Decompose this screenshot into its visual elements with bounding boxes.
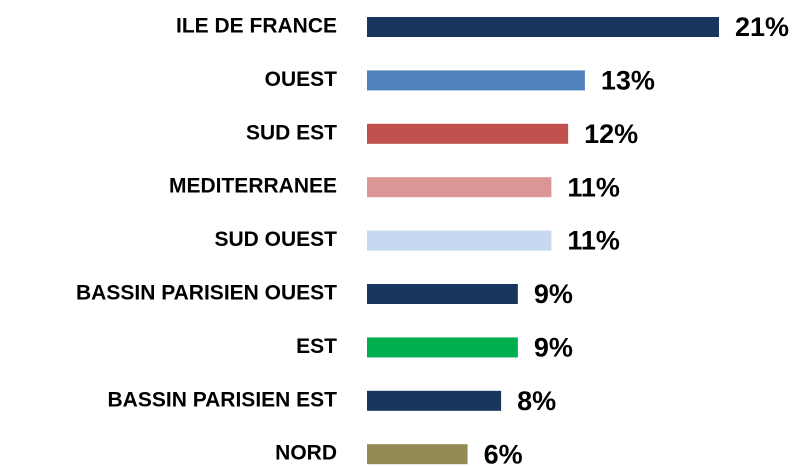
value-label: 11% [567, 226, 620, 256]
value-label: 6% [484, 439, 523, 466]
bar [367, 337, 518, 358]
category-label: BASSIN PARISIEN OUEST [76, 282, 337, 305]
category-label: EST [296, 335, 337, 358]
bar [367, 123, 569, 144]
value-label: 13% [601, 66, 655, 96]
bar [367, 70, 585, 91]
category-label: ILE DE FRANCE [176, 15, 337, 38]
value-label: 21% [735, 12, 789, 42]
category-label: BASSIN PARISIEN EST [108, 388, 338, 411]
value-label: 8% [517, 386, 556, 416]
category-label: SUD EST [246, 121, 337, 144]
bar [367, 230, 552, 251]
category-label: SUD OUEST [214, 228, 337, 251]
value-label: 12% [584, 119, 638, 149]
value-label: 11% [567, 172, 620, 202]
bar [367, 17, 719, 37]
bar [367, 390, 502, 411]
bar [367, 284, 518, 304]
category-label: OUEST [265, 68, 338, 91]
bar [367, 444, 468, 465]
value-label: 9% [534, 279, 573, 309]
bar [367, 177, 552, 198]
category-label: MEDITERRANEE [169, 175, 337, 198]
category-label: NORD [275, 442, 337, 465]
value-label: 9% [534, 333, 573, 363]
